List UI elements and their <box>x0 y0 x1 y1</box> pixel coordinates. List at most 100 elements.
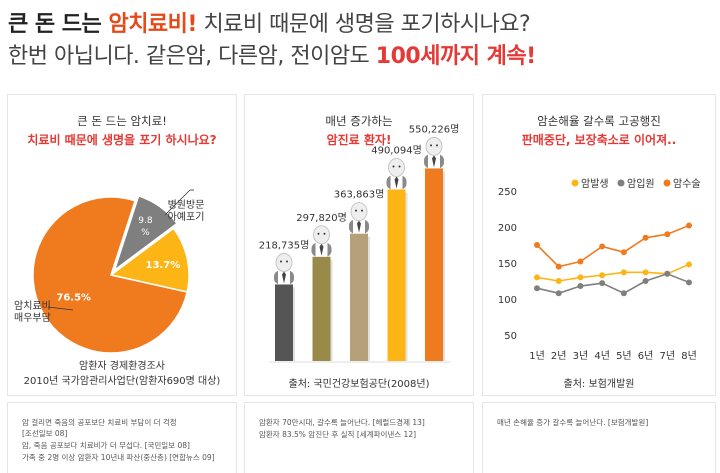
person-icon <box>424 137 444 169</box>
label-visit-line1: 병원방문 <box>168 199 205 211</box>
notes-panel-3: 매년 손해율 증가 갈수록 늘어난다. [보험개발원] <box>482 402 716 473</box>
series-point <box>555 263 562 270</box>
pie-slice-burden <box>32 196 189 354</box>
x-tick-label: 3년 <box>573 350 589 362</box>
note-item: 암, 죽음 공포보다 치료비가 더 무섭다. [국민일보 08] <box>22 441 190 450</box>
pie-slice-visit <box>109 227 190 293</box>
series-point <box>642 269 649 276</box>
leader-line <box>164 189 191 216</box>
headline-highlight: 암치료비! <box>108 12 197 37</box>
bar-chart: 218,735명 297,820명 363,863명 490,094명 550,226명 <box>259 123 460 363</box>
note-item: 암 걸리면 죽음의 공포보단 치료비 부담이 더 걱정 <box>22 418 177 427</box>
headline-segment: 치료비 때문에 생명을 포기하시나요? <box>196 12 531 37</box>
x-tick-label: 7년 <box>660 350 676 362</box>
note-item: 암환자 83.5% 암진단 후 실직 [세계파이낸스 12] <box>259 430 417 439</box>
series-point <box>620 249 627 256</box>
x-tick-label: 8년 <box>681 350 697 362</box>
panel-title: 큰 돈 드는 암치료! <box>77 114 167 128</box>
pie-slice-other <box>113 194 179 273</box>
note-item: 매년 손해율 증가 갈수록 늘어난다. [보험개발원] <box>497 418 649 427</box>
y-tick-label: 50 <box>504 331 517 342</box>
note-item: [조선일보 08] <box>22 429 68 438</box>
series-point <box>534 285 540 292</box>
legend-marker <box>571 179 579 187</box>
panel-loss-ratio: 암손해율 갈수록 고공행진 판매중단, 보장축소로 이어져.. 50 100 150… <box>482 94 716 396</box>
series-point <box>686 261 692 268</box>
series-point <box>686 222 692 229</box>
x-tick-label: 5년 <box>616 350 632 362</box>
headline-segment: 한번 아닙니다. 같은암, 다른암, 전이암도 <box>8 44 376 69</box>
series-point <box>664 231 671 238</box>
notes-panel-1: 암 걸리면 죽음의 공포보단 치료비 부담이 더 걱정 [조선일보 08] 암,… <box>7 402 237 473</box>
label-burden-line2: 매우부담 <box>14 312 51 324</box>
leader-line <box>47 306 74 311</box>
series-point <box>642 278 649 284</box>
headline-line-1: 큰 돈 드는 암치료비! 치료비 때문에 생명을 포기하시나요? <box>8 6 531 38</box>
legend-label: 암발생 <box>581 178 609 190</box>
bar-value-label: 297,820명 <box>296 212 347 224</box>
panel-title: 암손해율 갈수록 고공행진 <box>537 114 661 128</box>
panel-subtitle: 치료비 때문에 생명을 포기 하시나요? <box>27 133 217 147</box>
series-line <box>536 224 690 268</box>
series-point <box>620 269 627 276</box>
person-icon <box>349 202 369 234</box>
series-point <box>599 272 606 279</box>
series-point <box>664 270 671 277</box>
bar <box>350 233 368 361</box>
x-tick-label: 2년 <box>551 350 567 362</box>
series-line <box>536 263 690 282</box>
bar <box>312 256 331 361</box>
bar <box>387 189 406 361</box>
legend-label: 암수술 <box>673 178 701 190</box>
pie-value-label: 9.8 <box>138 216 153 226</box>
series-point <box>577 258 584 265</box>
bar-value-label: 550,226명 <box>409 123 460 135</box>
x-tick-label: 1년 <box>529 350 545 362</box>
bar <box>425 168 443 361</box>
x-tick-label: 4년 <box>594 350 610 362</box>
y-tick-label: 100 <box>498 295 517 306</box>
series-point <box>555 290 562 297</box>
person-icon <box>386 158 407 190</box>
pie-value-label-unit: % <box>141 228 150 238</box>
pie-caption-title: 암환자 경제환경조사 <box>79 361 165 372</box>
pie-chart: 9.8% 13.7% 76.5% 병원방문 아예포기 암치료비 매우부담 <box>14 189 205 354</box>
y-tick-label: 250 <box>498 187 517 198</box>
panel-cost-burden: 큰 돈 드는 암치료! 치료비 때문에 생명을 포기 하시나요? 9.8% 13.… <box>7 94 237 396</box>
legend-label: 암입원 <box>627 177 655 190</box>
line-caption-source: 출처: 보험개발원 <box>563 379 635 390</box>
headline-segment: 큰 돈 드는 <box>8 12 109 37</box>
bar-value-label: 218,735명 <box>259 239 310 251</box>
bar-value-label: 490,094명 <box>371 144 422 156</box>
y-tick-label: 200 <box>498 223 517 234</box>
series-point <box>599 280 606 287</box>
note-item: 암환자 70만시대, 갈수록 늘어난다. [헤럴드경제 13] <box>259 418 425 427</box>
panel-subtitle: 판매중단, 보장축소로 이어져.. <box>521 133 677 147</box>
bar-value-label: 363,863명 <box>334 189 385 201</box>
label-burden-line1: 암치료비 <box>14 300 51 312</box>
note-item: 가족 중 2명 이상 암환자 10년내 파산(중산층) [연합뉴스 09] <box>22 453 215 462</box>
series-point <box>599 243 606 250</box>
y-tick-label: 150 <box>498 259 517 270</box>
legend-marker <box>617 179 625 187</box>
label-visit-line2: 아예포기 <box>168 211 205 223</box>
bar-caption-source: 출처: 국민건강보험공단(2008년) <box>288 379 430 390</box>
series-point <box>642 234 649 241</box>
line-chart: 50 100 150 200 250 1년 2년 3년 4년 5년 6년 7년 8년 암발생 암입원 암수술 <box>498 177 701 362</box>
panel-patient-growth: 매년 증가하는 암진료 환자! 218,735명 297,820명 363,863명… <box>244 94 474 396</box>
series-point <box>686 279 692 286</box>
pie-value-label: 76.5% <box>56 292 91 303</box>
pie-caption-source: 2010년 국가암관리사업단(암환자690명 대상) <box>23 376 221 387</box>
headline-highlight: 100세까지 계속! <box>375 44 536 69</box>
person-icon <box>274 253 294 285</box>
notes-panel-2: 암환자 70만시대, 갈수록 늘어난다. [헤럴드경제 13] 암환자 83.5… <box>244 402 474 473</box>
panel-title: 매년 증가하는 <box>325 114 393 128</box>
x-tick-label: 6년 <box>638 350 654 362</box>
series-point <box>534 274 540 281</box>
person-icon <box>311 225 332 257</box>
series-point <box>534 242 540 248</box>
series-point <box>620 290 627 297</box>
bar <box>275 284 293 361</box>
panel-subtitle: 암진료 환자! <box>326 133 392 147</box>
series-point <box>577 274 584 281</box>
